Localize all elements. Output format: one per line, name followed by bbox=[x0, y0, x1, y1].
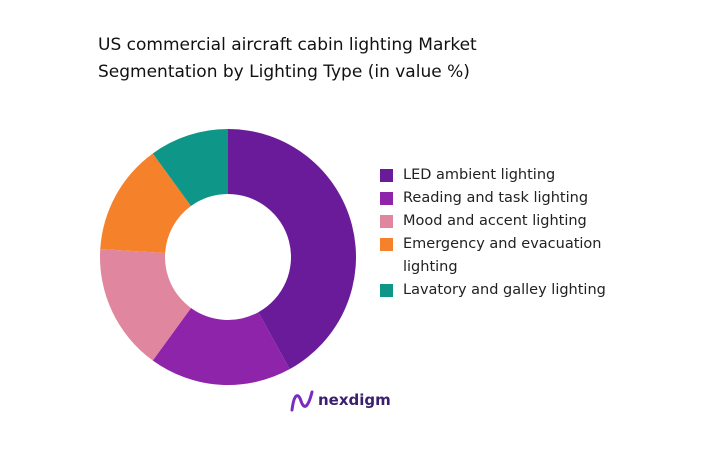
donut-slice bbox=[152, 307, 290, 385]
logo-icon bbox=[290, 390, 314, 412]
legend: LED ambient lighting Reading and task lig… bbox=[380, 164, 630, 302]
donut-slice bbox=[228, 129, 356, 370]
legend-swatch bbox=[380, 215, 393, 228]
legend-swatch bbox=[380, 169, 393, 182]
donut-slice bbox=[100, 248, 191, 361]
legend-swatch bbox=[380, 238, 393, 251]
legend-item: Lavatory and galley lighting bbox=[380, 279, 630, 302]
legend-item: LED ambient lighting bbox=[380, 164, 630, 187]
legend-label: Mood and accent lighting bbox=[403, 213, 587, 229]
legend-label: Lavatory and galley lighting bbox=[403, 282, 606, 298]
donut-slice bbox=[152, 129, 228, 207]
legend-item: Emergency and evacuation lighting bbox=[380, 233, 630, 279]
legend-item: Mood and accent lighting bbox=[380, 210, 630, 233]
legend-swatch bbox=[380, 284, 393, 297]
legend-label: Reading and task lighting bbox=[403, 190, 589, 206]
legend-label: Emergency and evacuation lighting bbox=[403, 236, 602, 275]
chart-title: US commercial aircraft cabin lighting Ma… bbox=[98, 35, 477, 82]
legend-item: Reading and task lighting bbox=[380, 187, 630, 210]
legend-swatch bbox=[380, 192, 393, 205]
logo: nexdigm bbox=[318, 391, 391, 409]
legend-label: LED ambient lighting bbox=[403, 167, 556, 183]
donut-slice bbox=[100, 153, 191, 254]
